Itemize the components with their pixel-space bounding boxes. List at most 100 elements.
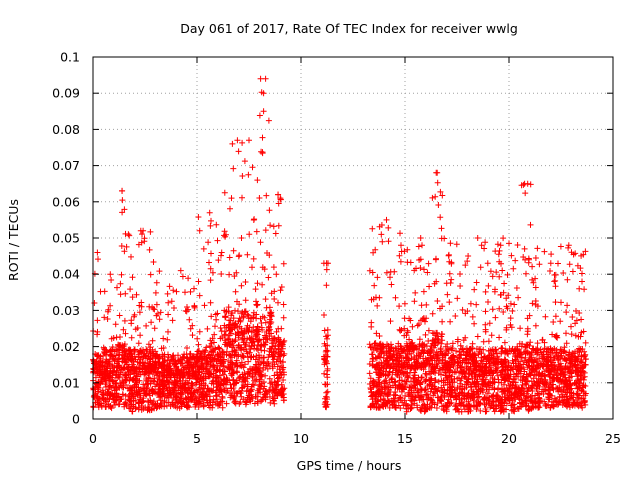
- data-point: [201, 302, 208, 309]
- data-point: [165, 354, 172, 361]
- data-point: [120, 391, 126, 398]
- data-point: [484, 260, 491, 267]
- data-point: [109, 362, 116, 369]
- data-point: [139, 231, 145, 238]
- y-tick-labels: 00.010.020.030.040.050.060.070.080.090.1: [52, 50, 80, 427]
- data-point: [170, 395, 177, 402]
- data-point: [525, 259, 532, 266]
- data-point: [105, 358, 112, 365]
- data-point: [417, 235, 424, 241]
- data-point: [510, 265, 517, 272]
- data-point: [126, 232, 133, 239]
- data-point: [280, 314, 287, 321]
- data-point: [141, 368, 148, 375]
- x-tick-label: 25: [605, 431, 621, 446]
- data-point: [536, 261, 543, 268]
- grid-lines: [93, 57, 613, 419]
- data-point: [260, 108, 267, 115]
- data-point: [412, 289, 419, 296]
- data-point: [568, 323, 574, 330]
- data-point: [254, 323, 261, 330]
- data-point: [411, 369, 418, 376]
- data-point: [511, 301, 518, 308]
- data-point: [397, 258, 404, 265]
- data-point: [272, 230, 279, 237]
- data-point: [126, 377, 133, 384]
- data-point: [232, 288, 239, 295]
- data-point: [165, 311, 172, 318]
- data-point: [102, 381, 109, 388]
- data-point: [146, 375, 153, 382]
- data-point: [128, 334, 135, 341]
- data-point: [321, 327, 328, 334]
- data-point: [397, 230, 403, 237]
- data-point: [171, 305, 177, 311]
- data-point: [93, 393, 100, 400]
- data-points: [90, 75, 589, 415]
- data-point: [529, 263, 536, 270]
- data-point: [128, 357, 134, 363]
- data-point: [523, 270, 529, 277]
- data-point: [184, 304, 190, 310]
- data-point: [222, 314, 229, 321]
- data-point: [169, 317, 176, 324]
- data-point: [181, 382, 188, 388]
- data-point: [97, 358, 104, 365]
- data-point: [170, 387, 177, 394]
- data-point: [124, 366, 131, 373]
- data-point: [185, 366, 192, 373]
- data-point: [175, 352, 181, 359]
- data-point: [149, 401, 156, 408]
- data-point: [218, 249, 225, 256]
- data-point: [532, 255, 539, 261]
- data-point: [106, 395, 113, 402]
- data-point: [415, 243, 422, 250]
- data-point: [457, 283, 464, 289]
- data-point: [109, 378, 116, 385]
- data-point: [104, 359, 111, 366]
- data-point: [191, 285, 197, 292]
- y-tick-label: 0.03: [52, 303, 80, 318]
- data-point: [207, 299, 214, 306]
- data-point: [552, 313, 559, 320]
- x-tick-label: 5: [193, 431, 201, 446]
- data-point: [392, 294, 399, 301]
- data-point: [473, 279, 480, 286]
- data-point: [165, 394, 172, 401]
- data-point: [422, 331, 429, 338]
- data-point: [127, 351, 134, 358]
- data-point: [147, 271, 154, 278]
- data-point: [257, 239, 264, 246]
- data-point: [532, 322, 539, 329]
- data-point: [429, 194, 436, 201]
- data-point: [107, 271, 114, 278]
- data-point: [258, 148, 265, 155]
- x-tick-label: 15: [397, 431, 413, 446]
- data-point: [146, 303, 153, 310]
- data-point: [371, 282, 378, 289]
- data-point: [146, 390, 153, 397]
- data-point: [123, 359, 130, 366]
- data-point: [378, 231, 385, 238]
- data-point: [189, 322, 196, 329]
- data-point: [425, 260, 432, 267]
- data-point: [447, 280, 454, 286]
- data-point: [135, 340, 142, 347]
- data-point: [127, 286, 134, 293]
- data-point: [558, 299, 564, 306]
- data-point: [173, 396, 180, 403]
- data-point: [418, 302, 425, 309]
- data-point: [136, 388, 142, 395]
- data-point: [259, 281, 266, 288]
- data-point: [480, 338, 487, 345]
- data-point: [446, 299, 453, 306]
- data-point: [254, 280, 261, 287]
- data-point: [383, 216, 390, 223]
- data-point: [195, 214, 202, 220]
- data-point: [104, 316, 111, 322]
- y-tick-label: 0.08: [52, 122, 80, 137]
- data-point: [366, 370, 373, 377]
- data-point: [420, 288, 427, 295]
- data-point: [125, 231, 132, 238]
